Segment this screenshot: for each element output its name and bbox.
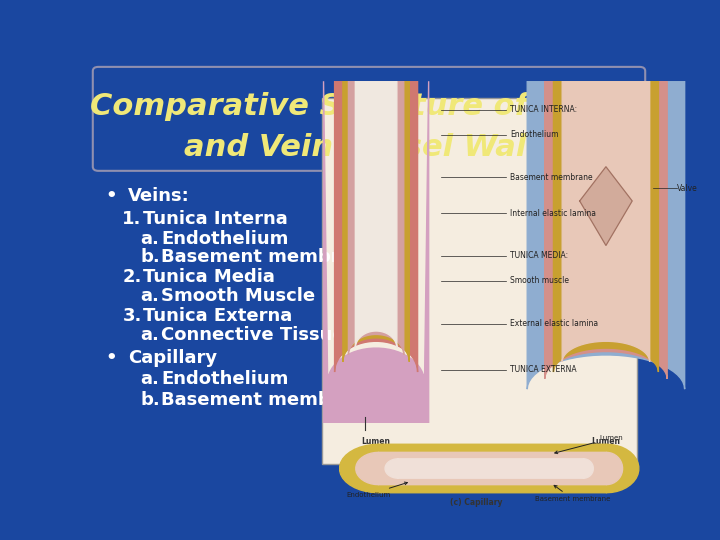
Text: Capillary: Capillary: [128, 349, 217, 367]
Text: Smooth Muscle: Smooth Muscle: [161, 287, 315, 305]
Polygon shape: [343, 81, 409, 362]
Text: Lumen: Lumen: [361, 437, 390, 446]
Text: (c) Capillary: (c) Capillary: [450, 498, 503, 507]
Polygon shape: [323, 81, 428, 423]
Polygon shape: [356, 453, 623, 485]
Polygon shape: [554, 81, 658, 372]
Text: a.: a.: [140, 230, 159, 248]
Text: Tunica Externa: Tunica Externa: [143, 307, 292, 326]
Text: External elastic lamina: External elastic lamina: [510, 319, 598, 328]
Text: Lumen: Lumen: [591, 437, 621, 446]
Text: b.: b.: [140, 390, 160, 409]
Text: Tunica Media: Tunica Media: [143, 268, 275, 286]
Text: Comparative Structure of Artery: Comparative Structure of Artery: [91, 92, 647, 121]
Text: Endothelium: Endothelium: [510, 130, 559, 139]
Text: •: •: [106, 349, 117, 367]
Text: Endothelium: Endothelium: [161, 230, 289, 248]
Text: Basement membrane: Basement membrane: [510, 173, 593, 182]
Text: b.: b.: [140, 248, 160, 266]
FancyBboxPatch shape: [93, 67, 645, 171]
Text: a.: a.: [140, 326, 159, 344]
Text: Lumen: Lumen: [554, 435, 624, 454]
Text: •: •: [106, 187, 117, 205]
Text: Basement membrane: Basement membrane: [535, 485, 610, 502]
Polygon shape: [348, 81, 404, 355]
Polygon shape: [385, 459, 593, 478]
Text: Connective Tissue: Connective Tissue: [161, 326, 345, 344]
Text: 1.: 1.: [122, 210, 142, 228]
Text: Valve: Valve: [677, 184, 698, 193]
Text: (b) Vein: (b) Vein: [589, 461, 623, 470]
Text: TUNICA MEDIA:: TUNICA MEDIA:: [510, 251, 569, 260]
Polygon shape: [562, 81, 649, 362]
Text: Tunica Interna: Tunica Interna: [143, 210, 288, 228]
Text: TUNICA INTERNA:: TUNICA INTERNA:: [510, 105, 577, 114]
Text: Endothelium: Endothelium: [346, 482, 408, 498]
Text: and Vein Vessel Walls: and Vein Vessel Walls: [184, 133, 554, 161]
Text: 3.: 3.: [122, 307, 142, 326]
Polygon shape: [545, 81, 667, 379]
Text: Basement membrane: Basement membrane: [161, 390, 377, 409]
Polygon shape: [340, 444, 639, 492]
Text: Internal elastic lamina: Internal elastic lamina: [510, 208, 596, 218]
Text: a.: a.: [140, 370, 159, 388]
Bar: [322, 98, 636, 464]
Text: Veins:: Veins:: [128, 187, 189, 205]
Text: Smooth muscle: Smooth muscle: [510, 276, 570, 285]
Polygon shape: [356, 81, 397, 348]
Text: 2.: 2.: [122, 268, 142, 286]
Text: a.: a.: [140, 287, 159, 305]
Polygon shape: [580, 167, 632, 246]
Polygon shape: [335, 81, 418, 372]
Text: Endothelium: Endothelium: [161, 370, 289, 388]
Polygon shape: [527, 81, 685, 389]
Text: Basement membrane: Basement membrane: [161, 248, 377, 266]
Text: TUNICA EXTERNA: TUNICA EXTERNA: [510, 366, 577, 374]
Text: (a) Artery: (a) Artery: [355, 461, 397, 470]
